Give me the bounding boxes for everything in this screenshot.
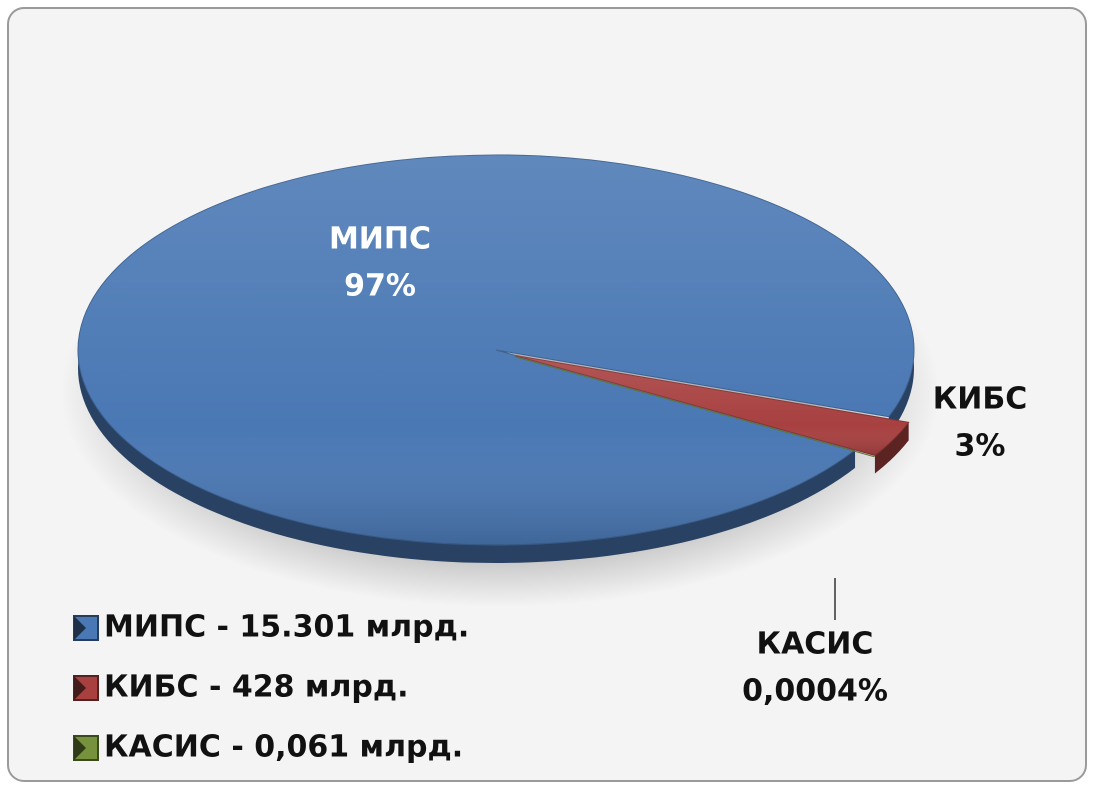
slice-label: КИБС <box>933 382 1028 417</box>
value-label: 97% <box>344 269 416 304</box>
legend-label: КАСИС - 0,061 млрд. <box>104 730 463 765</box>
slice-shine <box>515 355 909 456</box>
pie <box>77 154 915 564</box>
value-label: 0,0004% <box>742 674 888 709</box>
value-label: 3% <box>955 429 1006 464</box>
legend-swatch-bevel <box>74 736 86 760</box>
slice-shine <box>514 356 874 457</box>
slice-shine <box>77 155 914 546</box>
legend-swatch-bevel <box>74 616 86 640</box>
legend-label: КИБС - 428 млрд. <box>104 670 409 705</box>
slice-label: КАСИС <box>757 627 874 662</box>
slice-label: МИПС <box>329 222 431 257</box>
legend-swatch-bevel <box>74 676 86 700</box>
legend-label: МИПС - 15.301 млрд. <box>104 610 469 645</box>
labels: МИПС 97% КИБС 3% КАСИС 0,0004% МИПС - 15.301 м… <box>73 222 1028 765</box>
